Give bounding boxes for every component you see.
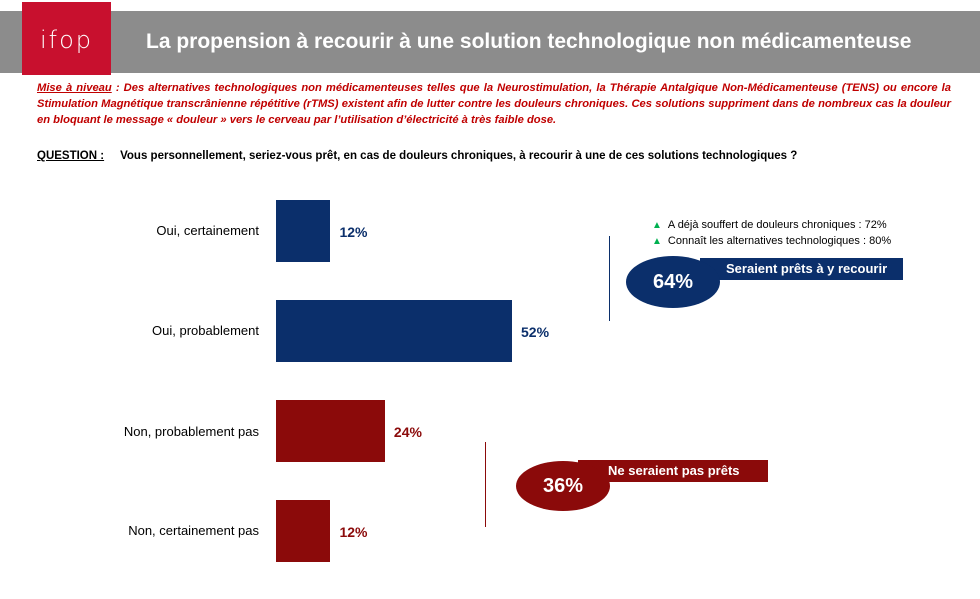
ifop-logo: ifop	[22, 2, 111, 75]
value-label: 24%	[393, 424, 422, 440]
no-summary-value: 36%	[542, 475, 584, 497]
question-text: Vous personnellement, seriez-vous prêt, …	[120, 150, 798, 162]
value-label: 12%	[339, 524, 368, 540]
bar	[276, 400, 385, 462]
value-label: 52%	[521, 324, 550, 340]
up-triangle-icon: ▲	[652, 236, 662, 247]
note-text: A déjà souffert de douleurs chroniques :…	[667, 219, 887, 231]
bar	[276, 300, 512, 362]
logo-text: ifop	[39, 26, 94, 54]
bar	[276, 500, 331, 562]
intro-text: Mise à niveau : Des alternatives technol…	[37, 80, 951, 128]
question: QUESTION : Vous personnellement, seriez-v…	[37, 150, 797, 162]
no-summary-label: Ne seraient pas prêts	[608, 463, 740, 478]
category-label: Non, certainement pas	[128, 523, 259, 538]
yes-summary-ellipse: 64%	[626, 256, 720, 308]
header-bar	[0, 11, 980, 73]
no-summary-banner: Ne seraient pas prêts	[578, 460, 768, 482]
intro-body: : Des alternatives technologiques non mé…	[37, 82, 951, 126]
yes-group-line	[609, 236, 610, 321]
yes-summary-banner: Seraient prêts à y recourir	[700, 258, 903, 280]
no-group-line	[485, 442, 486, 527]
category-label: Oui, probablement	[152, 323, 259, 338]
yes-summary-value: 64%	[652, 271, 694, 293]
no-summary-ellipse: 36%	[516, 461, 610, 511]
note-text: Connaît les alternatives technologiques …	[667, 235, 892, 247]
note-item: ▲ A déjà souffert de douleurs chroniques …	[652, 219, 887, 231]
note-item: ▲ Connaît les alternatives technologiques…	[652, 235, 891, 247]
up-triangle-icon: ▲	[652, 220, 662, 231]
yes-summary-label: Seraient prêts à y recourir	[726, 261, 888, 276]
page-title: La propension à recourir à une solution …	[146, 30, 912, 53]
value-label: 12%	[339, 224, 368, 240]
category-label: Oui, certainement	[156, 223, 259, 238]
question-label: QUESTION :	[37, 150, 105, 162]
intro-label: Mise à niveau	[37, 82, 112, 94]
category-label: Non, probablement pas	[123, 424, 259, 439]
bar	[276, 200, 331, 262]
